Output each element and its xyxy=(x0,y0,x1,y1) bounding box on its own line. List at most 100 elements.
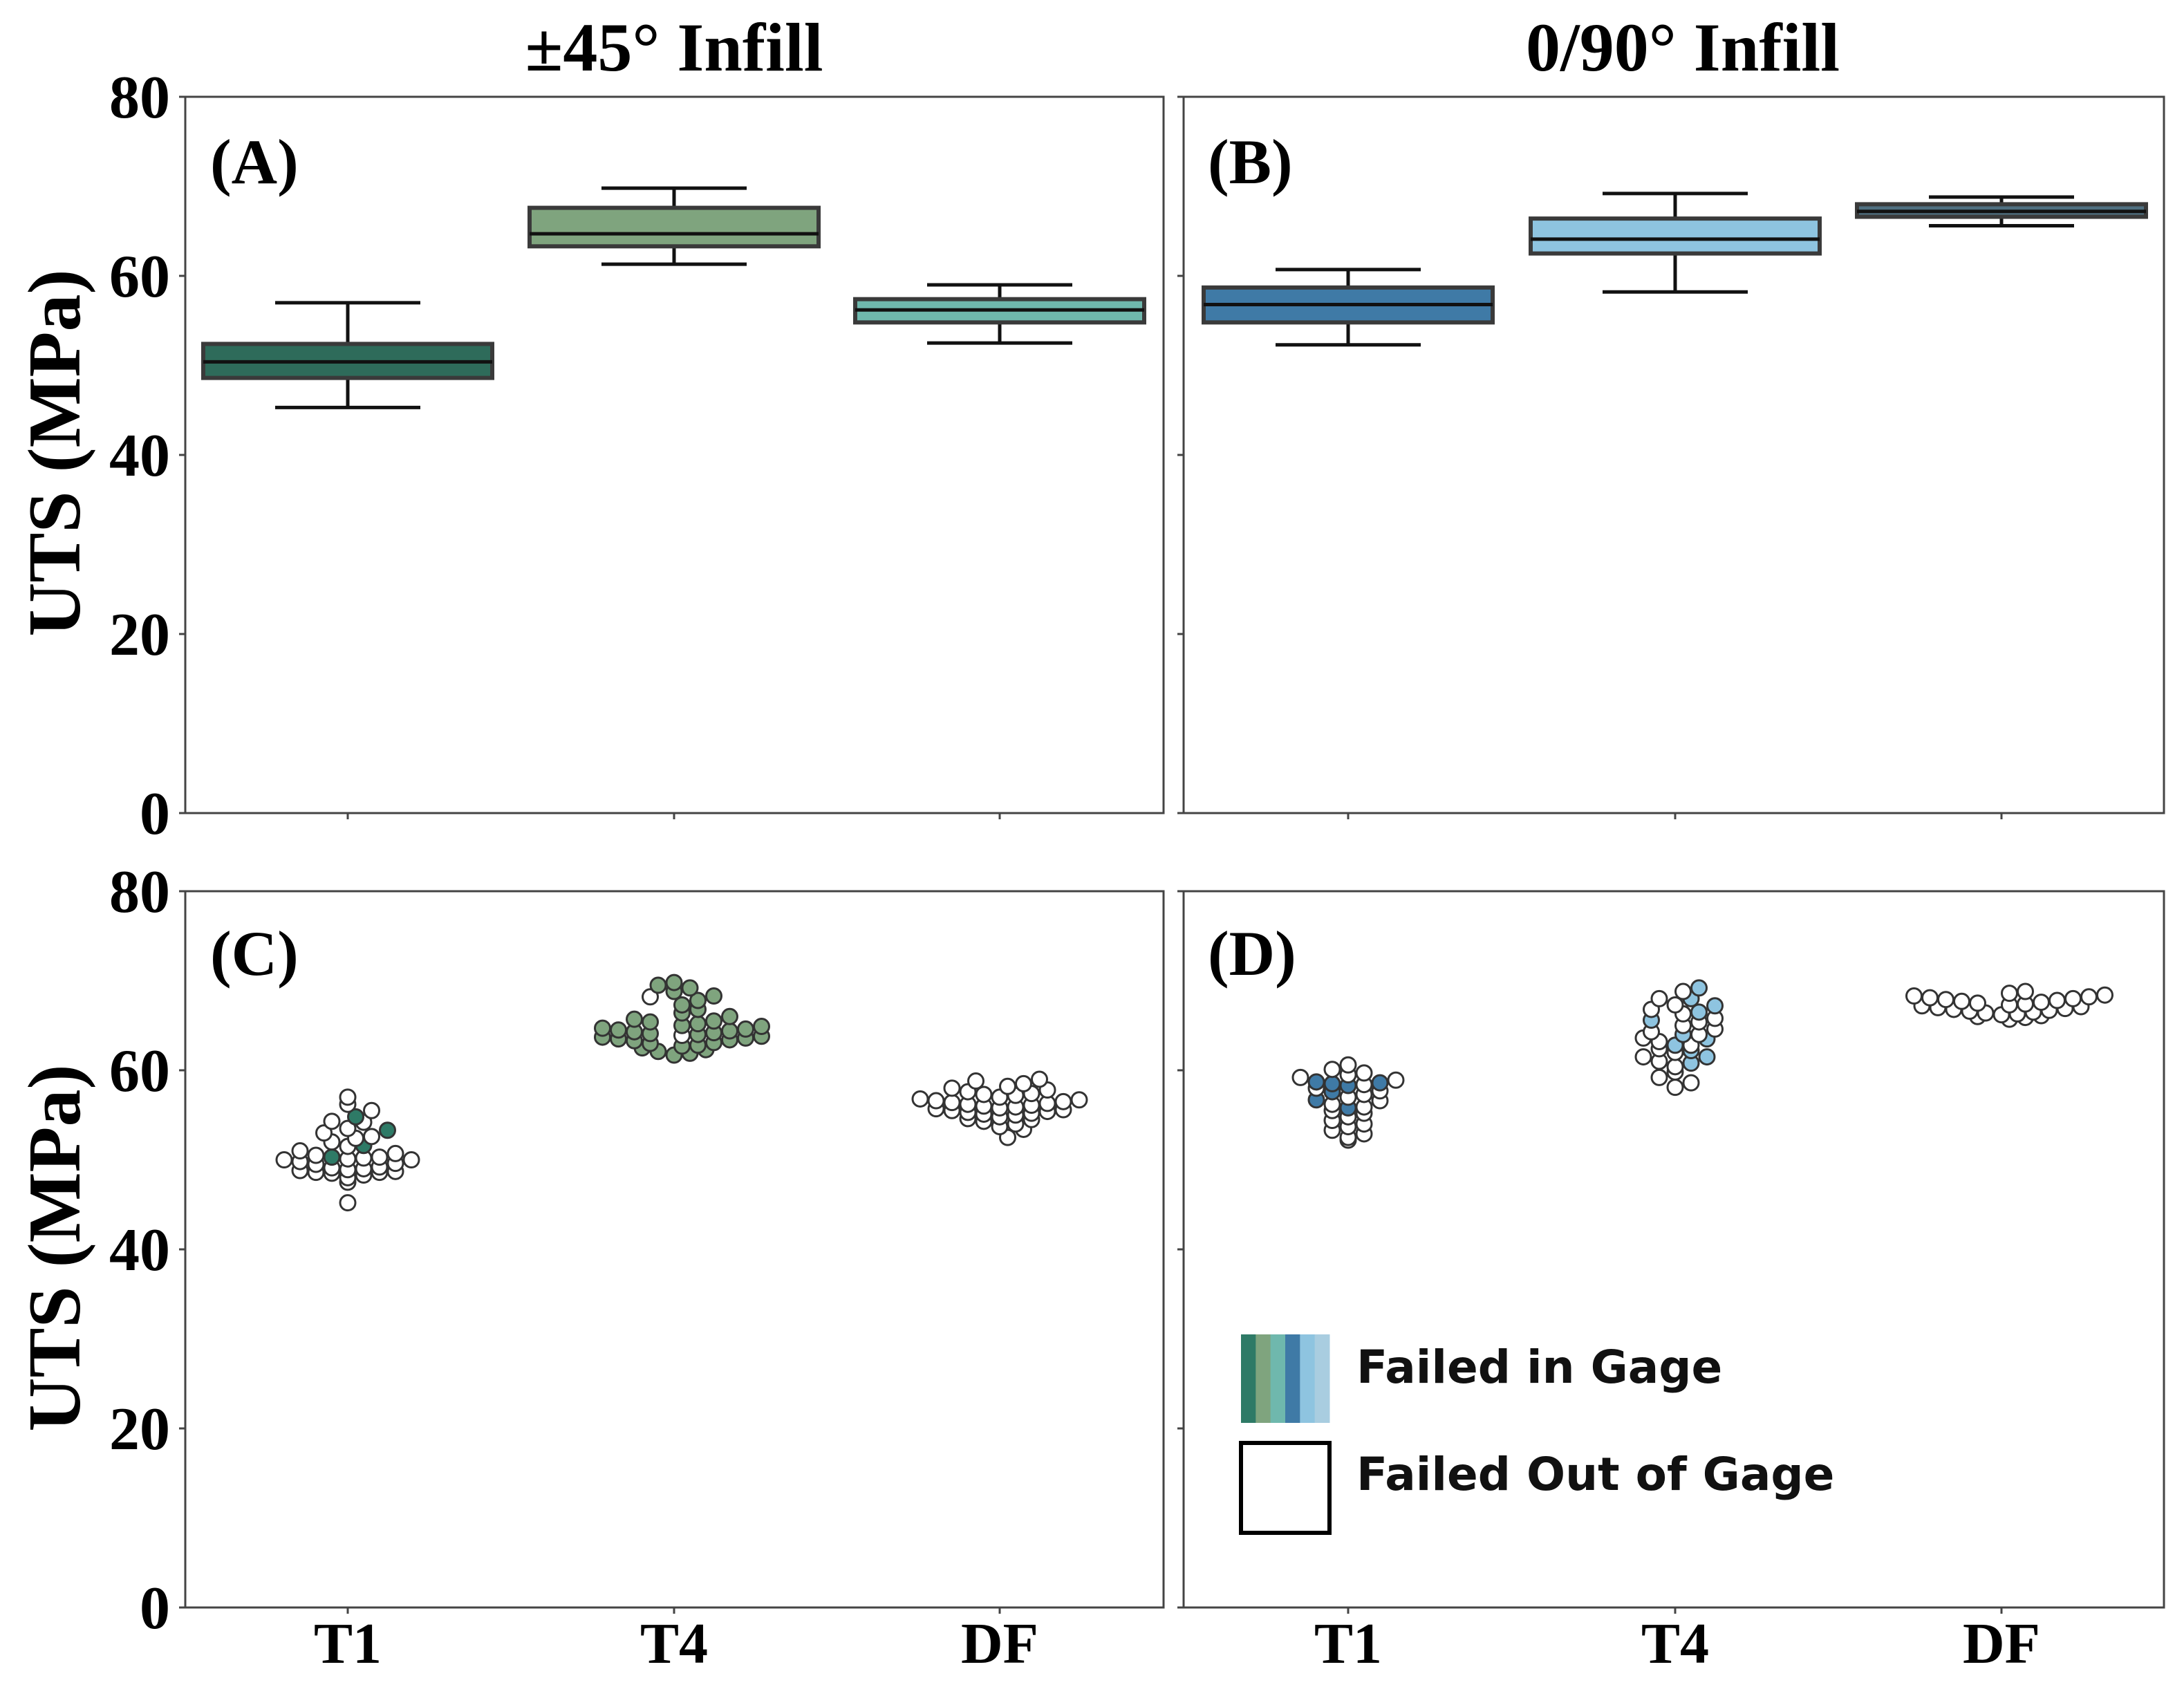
point-failed-in-gage xyxy=(705,987,722,1005)
panel-a: 0 20 40 60 80 xyxy=(109,64,1165,848)
box-df xyxy=(1855,195,2148,227)
point-failed-out-of-gage xyxy=(967,1072,984,1090)
point-failed-out-of-gage xyxy=(1323,1061,1341,1079)
point-failed-out-of-gage xyxy=(943,1079,961,1097)
panel-label-d: (D) xyxy=(1208,918,1296,989)
point-failed-in-gage xyxy=(721,1022,738,1040)
panel-c: 0 20 40 60 80 xyxy=(109,859,1165,1642)
point-failed-in-gage xyxy=(689,1015,707,1033)
box-iqr xyxy=(528,205,821,249)
point-failed-in-gage xyxy=(1690,979,1708,997)
panel-d xyxy=(1177,890,2165,1614)
point-failed-out-of-gage xyxy=(1339,1056,1357,1074)
point-failed-in-gage xyxy=(610,1021,627,1039)
panel-label-b: (B) xyxy=(1208,127,1293,197)
point-failed-out-of-gage xyxy=(291,1142,309,1160)
panel-b xyxy=(1177,95,2165,819)
y-tick-label: 60 xyxy=(109,243,170,310)
point-failed-out-of-gage xyxy=(371,1148,389,1166)
point-failed-out-of-gage xyxy=(1015,1074,1032,1092)
point-failed-out-of-gage xyxy=(315,1124,333,1142)
column-title-right: 0/90° Infill xyxy=(1526,9,1840,86)
point-failed-out-of-gage xyxy=(1674,982,1692,1000)
legend-swatch-segment xyxy=(1256,1334,1271,1423)
point-failed-out-of-gage xyxy=(1070,1091,1088,1109)
swarm-t4 xyxy=(594,973,770,1064)
legend-swatch-segment xyxy=(1285,1334,1300,1423)
point-failed-in-gage xyxy=(323,1148,341,1166)
point-failed-out-of-gage xyxy=(323,1112,341,1130)
y-tick-label: 80 xyxy=(109,859,170,926)
panel-label-c: (C) xyxy=(210,918,299,989)
y-tick-label: 60 xyxy=(109,1038,170,1105)
x-tick-label-t4-right: T4 xyxy=(1641,1612,1709,1676)
legend-swatch-segment xyxy=(1300,1334,1316,1423)
y-tick-label: 20 xyxy=(109,602,170,669)
point-failed-in-gage xyxy=(1371,1074,1389,1092)
point-failed-out-of-gage xyxy=(1953,992,1970,1010)
x-tick-label-df-left: DF xyxy=(961,1612,1038,1676)
point-failed-out-of-gage xyxy=(363,1128,380,1146)
swarm-t4 xyxy=(1634,979,1724,1097)
point-failed-out-of-gage xyxy=(911,1090,929,1108)
point-failed-in-gage xyxy=(1698,1048,1716,1066)
x-tick-label-t1-left: T1 xyxy=(314,1612,382,1676)
point-failed-out-of-gage xyxy=(1387,1071,1405,1089)
point-failed-out-of-gage xyxy=(999,1077,1016,1095)
point-failed-out-of-gage xyxy=(943,1094,961,1112)
point-failed-out-of-gage xyxy=(1969,994,1986,1012)
point-failed-out-of-gage xyxy=(1634,1048,1652,1066)
point-failed-in-gage xyxy=(626,1010,643,1028)
point-failed-out-of-gage xyxy=(1937,991,1954,1009)
point-failed-out-of-gage xyxy=(307,1146,325,1164)
point-failed-out-of-gage xyxy=(1682,1074,1700,1092)
box-iqr xyxy=(1529,216,1822,256)
point-failed-out-of-gage xyxy=(386,1144,404,1162)
y-tick-label: 0 xyxy=(140,781,170,848)
x-tick-label-t1-right: T1 xyxy=(1314,1612,1382,1676)
point-failed-out-of-gage xyxy=(1666,1058,1684,1076)
point-failed-out-of-gage xyxy=(1054,1092,1072,1110)
point-failed-in-gage xyxy=(1706,997,1724,1015)
y-tick-label: 0 xyxy=(140,1575,170,1642)
panel-label-a: (A) xyxy=(210,127,299,197)
point-failed-out-of-gage xyxy=(339,1088,357,1106)
point-failed-in-gage xyxy=(681,979,699,997)
point-failed-out-of-gage xyxy=(1666,1079,1684,1097)
point-failed-in-gage xyxy=(1323,1074,1341,1092)
y-tick-label: 40 xyxy=(109,1217,170,1284)
column-title-left: ±45° Infill xyxy=(525,9,823,86)
swarm-t1 xyxy=(275,1088,420,1212)
point-failed-in-gage xyxy=(737,1020,754,1038)
point-failed-out-of-gage xyxy=(975,1085,993,1103)
point-failed-out-of-gage xyxy=(2096,986,2113,1004)
point-failed-out-of-gage xyxy=(275,1151,293,1168)
point-failed-out-of-gage xyxy=(339,1119,357,1137)
point-failed-out-of-gage xyxy=(2017,982,2034,1000)
x-tick-label-df-right: DF xyxy=(1963,1612,2040,1676)
box-t4 xyxy=(1529,192,1822,294)
point-failed-out-of-gage xyxy=(2080,988,2098,1006)
y-tick-label: 40 xyxy=(109,422,170,490)
point-failed-in-gage xyxy=(642,1013,659,1031)
point-failed-out-of-gage xyxy=(339,1194,357,1212)
box-t1 xyxy=(1202,268,1495,347)
legend-swatch-segment xyxy=(1314,1334,1330,1423)
y-axis-label-bottom: UTS (MPa) xyxy=(14,1065,96,1432)
box-t1 xyxy=(201,301,494,409)
point-failed-out-of-gage xyxy=(1355,1064,1373,1082)
point-failed-out-of-gage xyxy=(363,1101,380,1119)
point-failed-out-of-gage xyxy=(1905,987,1923,1005)
swarm-df xyxy=(911,1070,1088,1146)
y-tick-label: 80 xyxy=(109,64,170,131)
point-failed-out-of-gage xyxy=(402,1151,420,1168)
swarm-t1 xyxy=(1291,1056,1405,1149)
point-failed-in-gage xyxy=(1690,1003,1708,1021)
point-failed-out-of-gage xyxy=(1291,1068,1309,1086)
point-failed-in-gage xyxy=(689,991,707,1009)
box-df xyxy=(853,283,1146,345)
point-failed-out-of-gage xyxy=(1666,996,1684,1014)
legend-label-in-gage: Failed in Gage xyxy=(1356,1341,1722,1394)
swarm-df xyxy=(1905,982,2113,1028)
